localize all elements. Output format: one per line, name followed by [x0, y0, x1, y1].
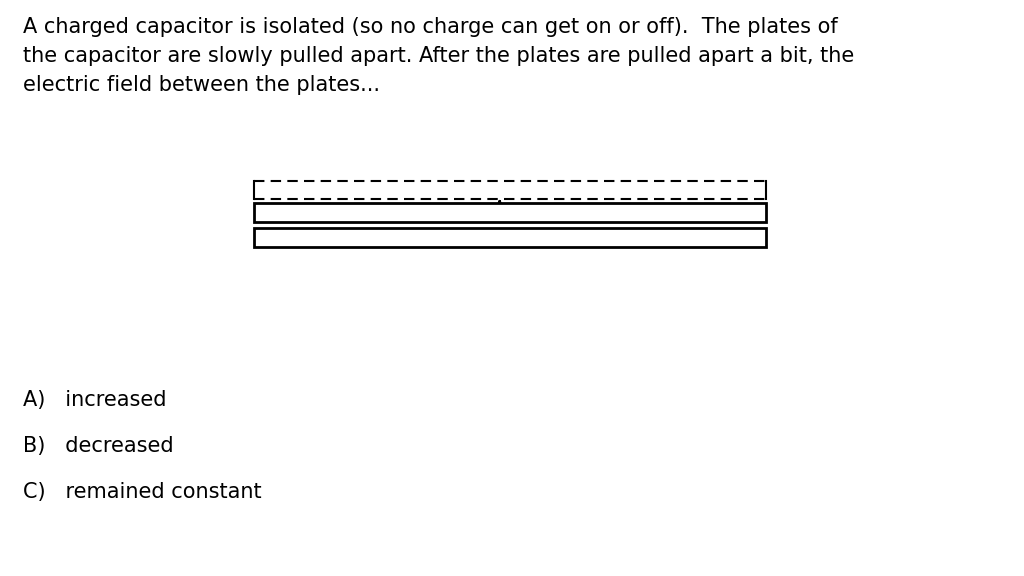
- Text: B)   decreased: B) decreased: [23, 437, 173, 456]
- Text: A)   increased: A) increased: [23, 391, 166, 410]
- Text: A charged capacitor is isolated (so no charge can get on or off).  The plates of: A charged capacitor is isolated (so no c…: [23, 17, 854, 95]
- Bar: [254, 228, 766, 247]
- Bar: [254, 203, 766, 222]
- Text: C)   remained constant: C) remained constant: [23, 483, 261, 502]
